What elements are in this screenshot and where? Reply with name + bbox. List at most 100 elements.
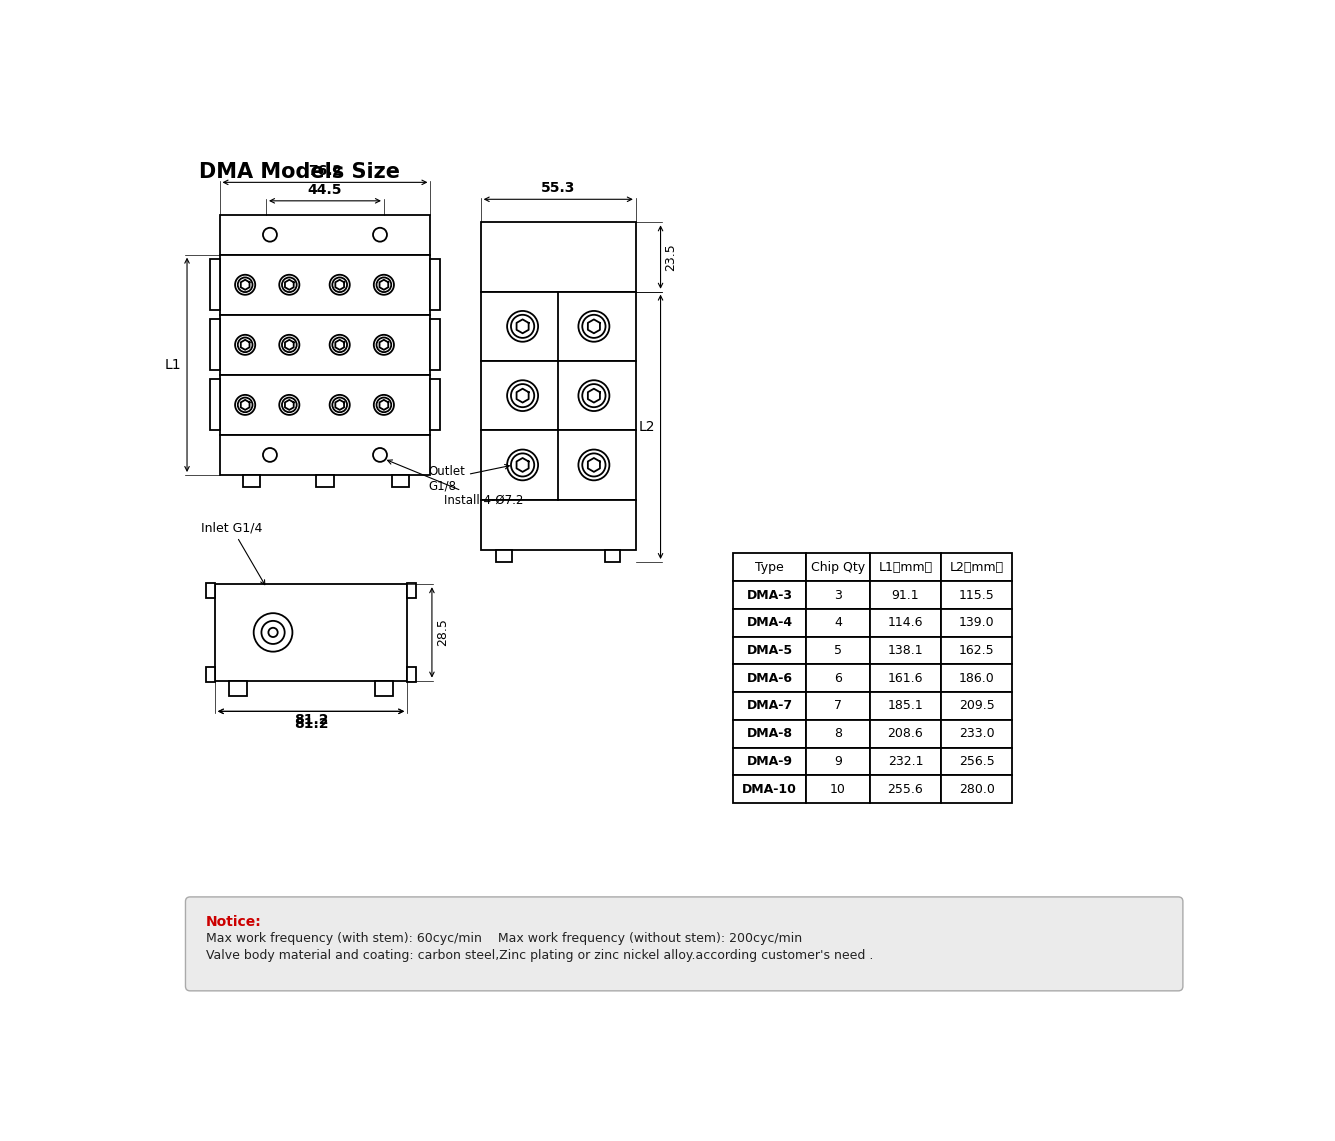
Text: 255.6: 255.6 xyxy=(888,783,924,795)
Bar xyxy=(243,475,260,487)
Polygon shape xyxy=(284,399,294,410)
Bar xyxy=(733,553,806,581)
Text: 186.0: 186.0 xyxy=(959,672,995,685)
Text: Outlet
G1/8: Outlet G1/8 xyxy=(429,464,510,493)
Bar xyxy=(870,720,941,747)
Circle shape xyxy=(582,315,606,338)
Bar xyxy=(211,319,219,370)
Bar xyxy=(806,775,870,803)
Text: 8: 8 xyxy=(834,727,842,741)
Bar xyxy=(211,380,219,430)
Bar xyxy=(733,609,806,637)
Text: 115.5: 115.5 xyxy=(959,589,995,601)
Polygon shape xyxy=(379,340,388,350)
Bar xyxy=(870,553,941,581)
Text: L1（mm）: L1（mm） xyxy=(878,561,933,574)
Circle shape xyxy=(330,334,350,355)
Bar xyxy=(806,720,870,747)
Circle shape xyxy=(262,621,284,644)
Polygon shape xyxy=(240,399,250,410)
Bar xyxy=(219,215,430,254)
Polygon shape xyxy=(379,280,388,290)
Text: DMA-7: DMA-7 xyxy=(746,699,793,712)
Text: 139.0: 139.0 xyxy=(959,616,995,630)
Bar xyxy=(733,720,806,747)
Text: 10: 10 xyxy=(830,783,846,795)
Bar xyxy=(941,693,1012,720)
Bar xyxy=(430,319,439,370)
Text: 81.2: 81.2 xyxy=(294,718,328,731)
Circle shape xyxy=(263,448,276,462)
Text: Notice:: Notice: xyxy=(206,915,262,930)
Bar xyxy=(870,747,941,775)
Text: Install 4-Ø7.2: Install 4-Ø7.2 xyxy=(387,460,523,507)
FancyBboxPatch shape xyxy=(186,897,1183,990)
Text: DMA-9: DMA-9 xyxy=(746,755,793,768)
Circle shape xyxy=(238,338,252,353)
Circle shape xyxy=(330,275,350,294)
Bar xyxy=(481,430,635,500)
Circle shape xyxy=(279,395,299,415)
Text: DMA-5: DMA-5 xyxy=(746,644,793,657)
Circle shape xyxy=(332,397,347,412)
Bar xyxy=(870,693,941,720)
Polygon shape xyxy=(335,280,344,290)
Text: DMA-4: DMA-4 xyxy=(746,616,793,630)
Circle shape xyxy=(254,613,292,652)
Polygon shape xyxy=(587,458,599,472)
Text: 114.6: 114.6 xyxy=(888,616,924,630)
Bar xyxy=(481,292,635,361)
Bar xyxy=(941,775,1012,803)
Bar xyxy=(430,380,439,430)
Circle shape xyxy=(582,385,606,407)
Bar xyxy=(870,637,941,664)
Bar xyxy=(316,475,334,487)
Text: DMA-8: DMA-8 xyxy=(746,727,793,741)
Bar xyxy=(733,664,806,693)
Text: DMA-10: DMA-10 xyxy=(742,783,797,795)
Circle shape xyxy=(374,334,394,355)
Bar xyxy=(941,609,1012,637)
Bar xyxy=(941,664,1012,693)
Polygon shape xyxy=(517,389,529,403)
Text: Chip Qty: Chip Qty xyxy=(810,561,865,574)
Bar xyxy=(941,553,1012,581)
Bar xyxy=(806,553,870,581)
Bar xyxy=(806,693,870,720)
Text: 28.5: 28.5 xyxy=(435,618,449,646)
Circle shape xyxy=(578,450,609,480)
Bar xyxy=(206,583,215,598)
Bar xyxy=(870,609,941,637)
Polygon shape xyxy=(240,340,250,350)
Bar xyxy=(481,222,635,292)
Bar xyxy=(481,361,635,430)
Bar xyxy=(219,375,430,435)
Circle shape xyxy=(376,277,391,292)
Circle shape xyxy=(372,228,387,242)
Text: 7: 7 xyxy=(834,699,842,712)
Bar xyxy=(407,583,417,598)
Circle shape xyxy=(332,277,347,292)
Circle shape xyxy=(332,338,347,353)
Text: L2（mm）: L2（mm） xyxy=(949,561,1004,574)
Text: 208.6: 208.6 xyxy=(888,727,924,741)
Text: 209.5: 209.5 xyxy=(959,699,995,712)
Text: L1: L1 xyxy=(166,358,182,372)
Bar xyxy=(497,550,511,563)
Circle shape xyxy=(235,334,255,355)
Bar xyxy=(941,720,1012,747)
Bar xyxy=(870,664,941,693)
Text: 9: 9 xyxy=(834,755,842,768)
Polygon shape xyxy=(517,319,529,333)
Circle shape xyxy=(372,448,387,462)
Bar xyxy=(806,664,870,693)
Circle shape xyxy=(578,311,609,342)
Text: 44.5: 44.5 xyxy=(308,183,342,197)
Text: 4: 4 xyxy=(834,616,842,630)
Bar xyxy=(941,581,1012,609)
Circle shape xyxy=(511,453,534,477)
Bar xyxy=(733,775,806,803)
Circle shape xyxy=(235,395,255,415)
Circle shape xyxy=(268,628,278,637)
Polygon shape xyxy=(284,340,294,350)
